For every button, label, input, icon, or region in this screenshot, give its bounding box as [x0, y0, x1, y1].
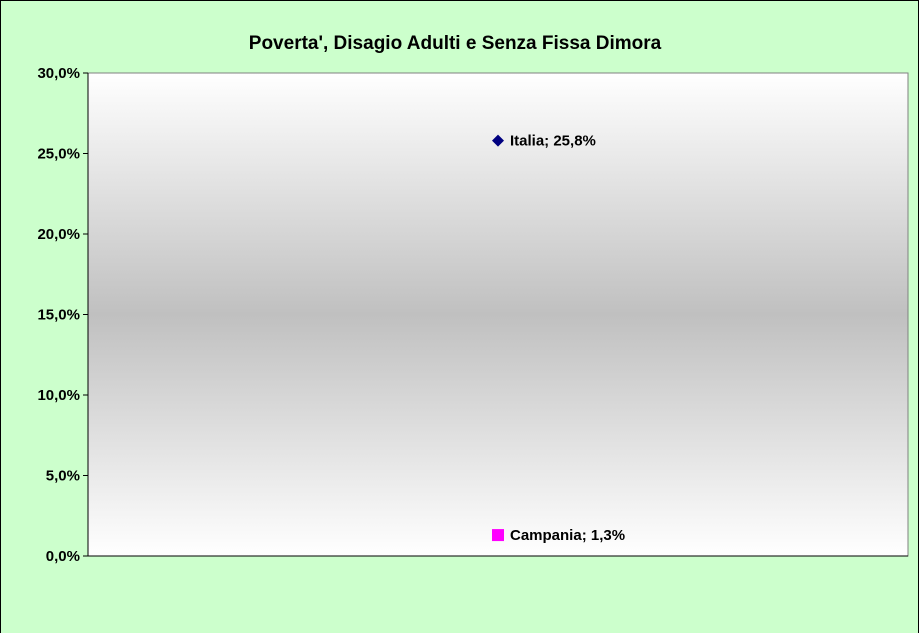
data-label: Campania; 1,3%	[510, 527, 625, 544]
marker	[492, 134, 504, 147]
data-label: Italia; 25,8%	[510, 133, 596, 150]
y-tick-label: 20,0%	[37, 226, 80, 243]
y-tick-label: 10,0%	[37, 387, 80, 404]
chart-title: Poverta', Disagio Adulti e Senza Fissa D…	[249, 33, 662, 54]
y-tick-label: 15,0%	[37, 306, 80, 323]
y-tick-label: 30,0%	[37, 65, 80, 82]
y-tick-label: 0,0%	[46, 548, 80, 565]
plot-area	[87, 72, 909, 557]
marker	[492, 529, 504, 542]
y-tick-label: 5,0%	[46, 467, 80, 484]
y-tick-label: 25,0%	[37, 145, 80, 162]
